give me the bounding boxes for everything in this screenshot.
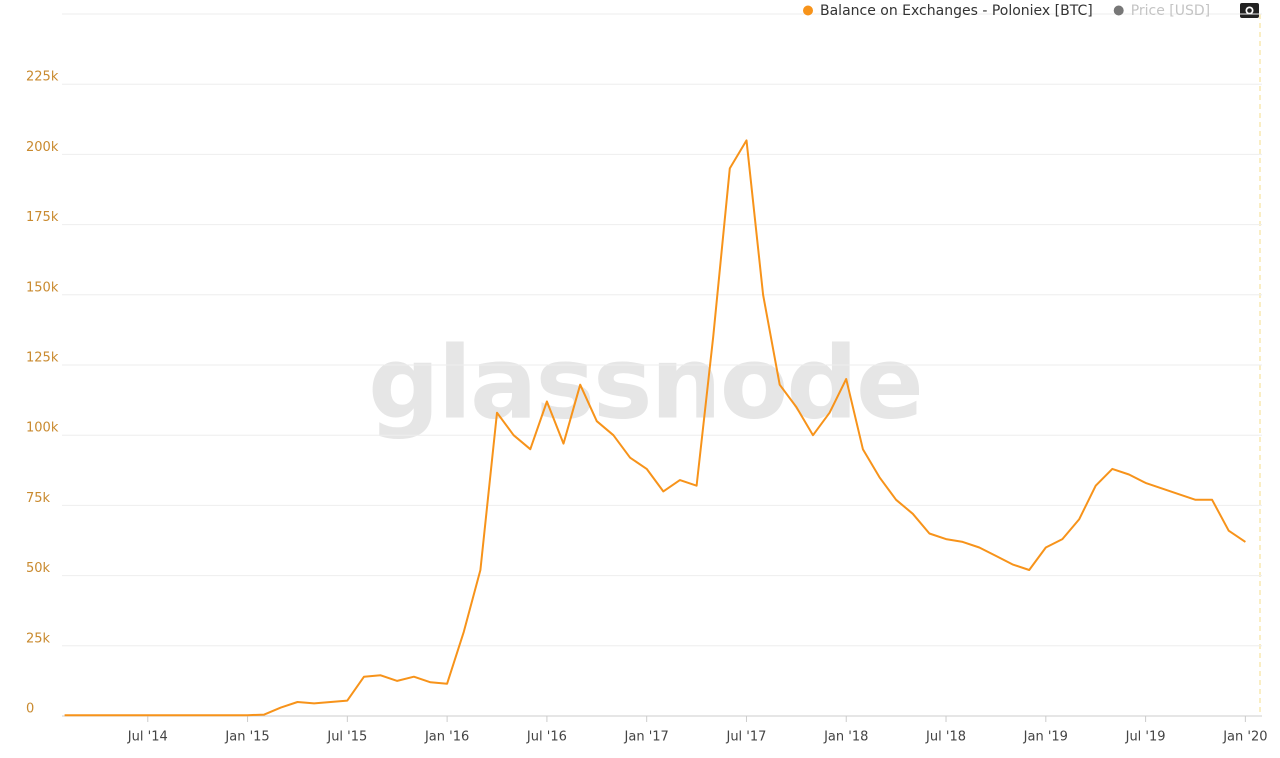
y-tick-label: 0 xyxy=(26,702,34,717)
y-tick-label: 175k xyxy=(26,210,59,225)
y-tick-label: 50k xyxy=(26,561,51,576)
x-tick-label: Jan '15 xyxy=(224,730,269,745)
y-tick-label: 200k xyxy=(26,140,59,155)
x-tick-label: Jul '16 xyxy=(526,730,567,745)
x-tick-label: Jul '15 xyxy=(326,730,367,745)
legend-label[interactable]: Balance on Exchanges - Poloniex [BTC] xyxy=(820,3,1093,19)
x-tick-label: Jan '18 xyxy=(823,730,868,745)
x-tick-label: Jan '17 xyxy=(624,730,669,745)
x-tick-label: Jan '16 xyxy=(424,730,469,745)
camera-icon[interactable] xyxy=(1240,3,1259,18)
y-tick-label: 150k xyxy=(26,280,59,295)
x-tick-label: Jul '18 xyxy=(925,730,966,745)
legend-label[interactable]: Price [USD] xyxy=(1131,3,1210,19)
legend-marker xyxy=(1113,5,1124,16)
y-tick-label: 75k xyxy=(26,491,51,506)
y-tick-label: 100k xyxy=(26,421,59,436)
watermark: glassnode xyxy=(368,324,922,441)
y-tick-label: 225k xyxy=(26,70,59,85)
x-tick-label: Jan '19 xyxy=(1023,730,1068,745)
x-tick-label: Jul '19 xyxy=(1125,730,1166,745)
x-tick-label: Jul '17 xyxy=(725,730,766,745)
y-tick-label: 125k xyxy=(26,351,59,366)
legend-marker xyxy=(803,5,813,16)
y-tick-label: 25k xyxy=(26,631,51,646)
series-line xyxy=(64,139,1246,717)
x-tick-label: Jul '14 xyxy=(127,730,168,745)
x-tick-label: Jan '20 xyxy=(1222,730,1267,745)
